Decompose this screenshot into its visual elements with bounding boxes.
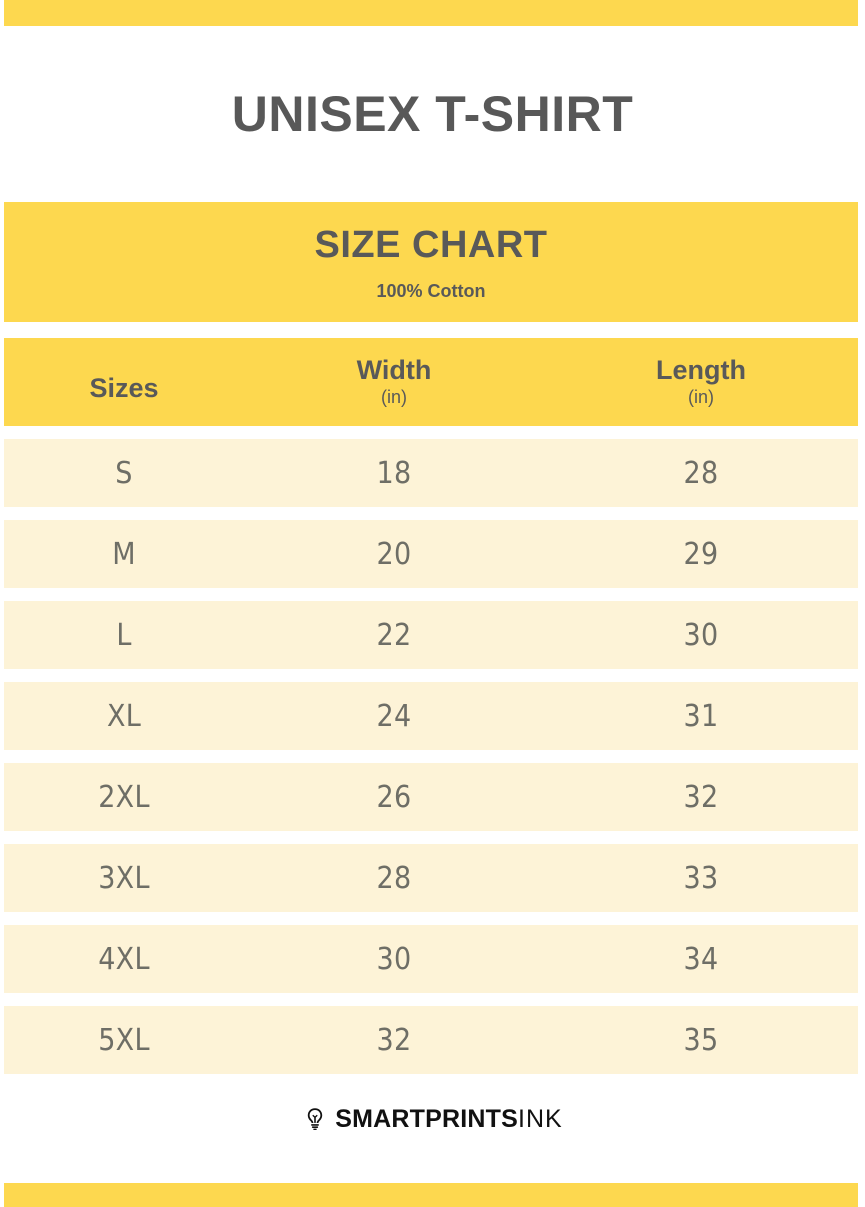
page-title: UNISEX T-SHIRT xyxy=(231,86,634,142)
cell-width: 30 xyxy=(376,941,412,977)
banner-subtitle: 100% Cotton xyxy=(376,281,486,301)
table-row: 3XL 28 33 xyxy=(4,844,858,912)
title-zone: UNISEX T-SHIRT xyxy=(0,26,865,202)
table-row: 5XL 32 35 xyxy=(4,1006,858,1074)
column-header-width: Width (in) xyxy=(244,338,544,426)
table-row: M 20 29 xyxy=(4,520,858,588)
cell-length: 33 xyxy=(683,860,719,896)
cell-size: 2XL xyxy=(98,779,150,815)
brand-logo: SMARTPRINTSINK xyxy=(302,1106,562,1132)
brand-logo-secondary: INK xyxy=(518,1104,563,1133)
cell-width: 32 xyxy=(376,1022,412,1058)
brand-logo-text: SMARTPRINTSINK xyxy=(335,1104,563,1133)
column-header-width-label: Width xyxy=(356,355,432,386)
bottom-accent-bar xyxy=(4,1183,858,1207)
cell-length: 35 xyxy=(683,1022,719,1058)
cell-size: 5XL xyxy=(98,1022,150,1058)
cell-size: M xyxy=(112,536,136,572)
cell-width: 20 xyxy=(376,536,412,572)
cell-length: 31 xyxy=(683,698,719,734)
cell-length: 32 xyxy=(683,779,719,815)
footer: SMARTPRINTSINK xyxy=(0,1095,865,1143)
cell-size: 4XL xyxy=(98,941,150,977)
cell-width: 26 xyxy=(376,779,412,815)
top-accent-bar xyxy=(4,0,858,26)
size-table: Sizes Width (in) Length (in) S 18 28 M 2… xyxy=(4,338,858,1087)
column-header-length: Length (in) xyxy=(544,338,858,426)
table-row: 4XL 30 34 xyxy=(4,925,858,993)
column-header-sizes: Sizes xyxy=(4,338,244,426)
cell-size: L xyxy=(116,617,132,653)
banner-title: SIZE CHART xyxy=(314,224,548,266)
table-row: 2XL 26 32 xyxy=(4,763,858,831)
cell-width: 18 xyxy=(376,455,412,491)
cell-width: 24 xyxy=(376,698,412,734)
cell-length: 30 xyxy=(683,617,719,653)
column-header-length-unit: (in) xyxy=(688,386,714,407)
size-chart-banner: SIZE CHART 100% Cotton xyxy=(4,202,858,322)
cell-width: 22 xyxy=(376,617,412,653)
brand-logo-primary: SMARTPRINTS xyxy=(335,1104,519,1133)
lightbulb-icon xyxy=(302,1106,328,1132)
column-header-length-label: Length xyxy=(656,355,746,386)
table-header-row: Sizes Width (in) Length (in) xyxy=(4,338,858,426)
cell-length: 34 xyxy=(683,941,719,977)
table-row: S 18 28 xyxy=(4,439,858,507)
cell-size: S xyxy=(115,455,133,491)
column-header-sizes-label: Sizes xyxy=(89,372,159,403)
cell-width: 28 xyxy=(376,860,412,896)
cell-length: 29 xyxy=(683,536,719,572)
table-row: XL 24 31 xyxy=(4,682,858,750)
cell-length: 28 xyxy=(683,455,719,491)
column-header-width-unit: (in) xyxy=(381,386,407,407)
cell-size: XL xyxy=(106,698,142,734)
table-row: L 22 30 xyxy=(4,601,858,669)
cell-size: 3XL xyxy=(98,860,150,896)
